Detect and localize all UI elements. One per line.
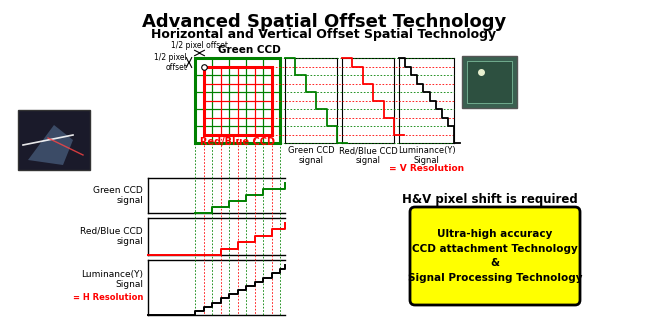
Bar (229, 126, 246, 143)
Bar (204, 84, 221, 101)
Text: Green CCD
signal: Green CCD signal (93, 186, 143, 205)
Bar (246, 58, 263, 75)
Bar (238, 101, 255, 118)
Bar (255, 84, 272, 101)
Bar (255, 67, 272, 84)
Bar (221, 101, 238, 118)
Bar (238, 84, 255, 101)
Bar (246, 75, 263, 92)
Polygon shape (28, 125, 73, 165)
Bar (221, 84, 238, 101)
Bar (263, 75, 280, 92)
Bar (246, 92, 263, 109)
Text: Green CCD
signal: Green CCD signal (288, 146, 334, 165)
Bar (462, 56, 517, 108)
Bar (18, 110, 90, 170)
Bar (221, 67, 238, 84)
Text: = V Resolution: = V Resolution (389, 164, 464, 173)
Text: Ultra-high accuracy
CCD attachment Technology
&
Signal Processing Technology: Ultra-high accuracy CCD attachment Techn… (408, 229, 583, 283)
Text: Red/Blue CCD
signal: Red/Blue CCD signal (80, 227, 143, 246)
FancyBboxPatch shape (410, 207, 580, 305)
Bar (263, 92, 280, 109)
Bar (263, 126, 280, 143)
Bar (263, 109, 280, 126)
Text: Luminance(Y)
Signal: Luminance(Y) Signal (81, 270, 143, 289)
Bar (204, 118, 221, 135)
Bar (255, 118, 272, 135)
Bar (255, 101, 272, 118)
Text: Luminance(Y)
Signal: Luminance(Y) Signal (398, 146, 456, 165)
Bar (229, 109, 246, 126)
Text: 1/2 pixel
offset: 1/2 pixel offset (154, 53, 187, 72)
Bar (195, 92, 212, 109)
Bar (195, 58, 280, 143)
Bar (229, 92, 246, 109)
Bar (212, 75, 229, 92)
Text: 1/2 pixel offset: 1/2 pixel offset (171, 41, 228, 50)
Bar (246, 109, 263, 126)
Bar (204, 67, 221, 84)
Bar (204, 67, 272, 135)
Text: = H Resolution: = H Resolution (73, 293, 143, 302)
Bar (195, 75, 212, 92)
Bar (212, 109, 229, 126)
Bar (238, 118, 255, 135)
Bar (204, 101, 221, 118)
Text: Green CCD: Green CCD (218, 45, 281, 55)
Text: Advanced Spatial Offset Technology: Advanced Spatial Offset Technology (142, 13, 506, 31)
Bar (195, 58, 212, 75)
Bar (246, 126, 263, 143)
Bar (229, 75, 246, 92)
Bar (195, 109, 212, 126)
Bar (238, 67, 255, 84)
Text: H&V pixel shift is required: H&V pixel shift is required (402, 194, 578, 206)
Bar (221, 118, 238, 135)
Bar (212, 126, 229, 143)
Bar (229, 58, 246, 75)
Bar (467, 61, 512, 103)
Text: Red/Blue CCD
signal: Red/Blue CCD signal (339, 146, 397, 165)
Bar (263, 58, 280, 75)
Bar (212, 92, 229, 109)
Text: Red/Blue CCD: Red/Blue CCD (200, 137, 275, 147)
Bar (195, 126, 212, 143)
Bar (212, 58, 229, 75)
Text: Horizontal and Vertical Offset Spatial Technology: Horizontal and Vertical Offset Spatial T… (152, 28, 496, 41)
